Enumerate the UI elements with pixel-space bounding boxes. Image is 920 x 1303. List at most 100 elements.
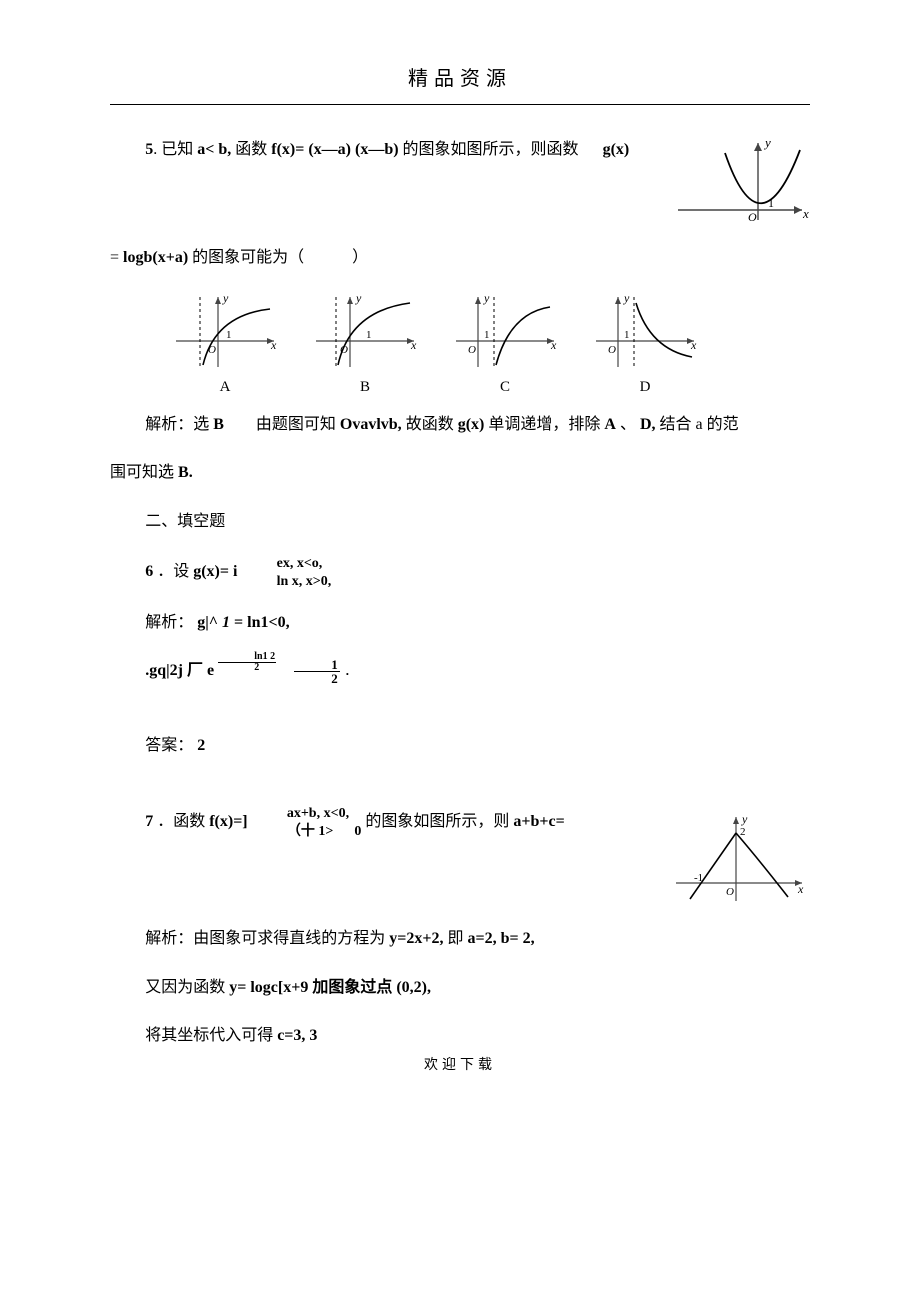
q7-piecewise: ax+b, x<0, （十 1> 0: [252, 805, 362, 840]
q7-stem: 7 ．函数 f(x)=] ax+b, x<0, （十 1> 0 的图象: [110, 805, 662, 840]
q5-ans-l2a: 围可知选: [110, 464, 178, 481]
q6-exp-num: ln1 2: [218, 652, 276, 663]
svg-text:y: y: [483, 291, 490, 305]
q6-answer-label: 答案：: [145, 737, 193, 754]
q5-ans-ex2: D,: [640, 416, 656, 433]
q5-choice-c: O 1 x y C: [450, 291, 560, 402]
q7-a-eq: a=2, b= 2,: [467, 930, 534, 947]
q7-c-eq: c=3, 3: [277, 1027, 317, 1044]
q5-ans-final: B.: [178, 464, 193, 481]
q6-answer: 答案： 2: [110, 731, 810, 761]
svg-text:O: O: [748, 210, 757, 224]
svg-text:x: x: [550, 338, 557, 352]
svg-text:x: x: [270, 338, 277, 352]
svg-text:-1: -1: [694, 872, 703, 884]
q7-tail: 的图象如图所示，则: [365, 813, 513, 830]
svg-text:x: x: [797, 882, 804, 896]
q5-text-b: 函数: [235, 141, 271, 158]
q5-ans-sep: 、: [620, 416, 636, 433]
q5-line2-fn: logb(x+a): [123, 249, 188, 266]
q6-case1: ex, x<o,: [241, 555, 331, 573]
q6-number: 6: [145, 563, 153, 580]
q6-eq-tail: .: [346, 663, 349, 678]
q6-exp-den: 2: [218, 663, 276, 673]
svg-text:O: O: [340, 344, 348, 356]
header-rule: [110, 104, 810, 105]
q6-s1b: 1: [222, 614, 230, 631]
section2-title: 二、填空题: [110, 507, 810, 537]
svg-text:1: 1: [624, 329, 630, 341]
svg-text:2: 2: [740, 826, 746, 838]
q5-analysis-line1: 解析：选 B 由题图可知 Ovavlvb, 故函数 g(x) 单调递增，排除 A…: [110, 410, 810, 440]
q5-line2-suffix: 的图象可能为（ ）: [192, 249, 368, 266]
svg-text:y: y: [763, 135, 771, 150]
q5-stem-line1: 5. 已知 a< b, 函数 f(x)= (x—a) (x—b) 的图象如图所示…: [110, 135, 660, 165]
q7-l3a: 又因为函数: [145, 979, 229, 996]
q7-case2-m: 1>: [318, 824, 333, 839]
q5-text-c: 的图象如图所示，则函数: [403, 141, 579, 158]
q5-choice-label-d: D: [590, 373, 700, 402]
q5-choice-label-b: B: [310, 373, 420, 402]
q6-piecewise: ex, x<o, ln x, x>0,: [241, 555, 331, 590]
q5-stem-line2: = logb(x+a) 的图象可能为（ ）: [110, 243, 810, 273]
q6-eq-frac: 1 2: [294, 658, 340, 686]
svg-text:x: x: [410, 338, 417, 352]
q5-row: 5. 已知 a< b, 函数 f(x)= (x—a) (x—b) 的图象如图所示…: [110, 135, 810, 225]
q5-choice-d: O 1 x y D: [590, 291, 700, 402]
svg-text:O: O: [208, 344, 216, 356]
q7-expr: a+b+c=: [513, 813, 564, 830]
q6-s1c: = ln1<0,: [234, 614, 290, 631]
q5-fn: f(x)= (x—a) (x—b): [271, 141, 398, 158]
q6-stem: 6 ．设 g(x)= i ex, x<o, ln x, x>0,: [110, 555, 810, 590]
q6-step2: .gq|2j 厂 e ln1 2 2 1 2 .: [110, 656, 810, 686]
q7-analysis-line2: 又因为函数 y= logc[x+9 加图象过点 (0,2),: [110, 973, 810, 1003]
svg-text:y: y: [741, 812, 748, 826]
svg-text:O: O: [726, 886, 734, 898]
q5-text-a: 已知: [161, 141, 197, 158]
q5-cond: a< b,: [197, 141, 231, 158]
q6-step1: 解析： g|^ 1 = ln1<0,: [110, 608, 810, 638]
q5-ans-b4: 结合 a 的范: [660, 416, 739, 433]
q7-graph: O 2 -1 x y: [670, 811, 810, 906]
q5-gx: g(x): [603, 141, 630, 158]
q5-choice-label-a: A: [170, 373, 280, 402]
q7-line-eq: y=2x+2,: [389, 930, 443, 947]
q5-ans-b3: 单调递增，排除: [488, 416, 604, 433]
q5-choice-label-c: C: [450, 373, 560, 402]
q5-number: 5: [145, 141, 153, 158]
q7-line-so: 即: [447, 930, 467, 947]
q6-analysis-label: 解析：: [145, 614, 193, 631]
q5-ans-b1: 由题图可知: [256, 416, 340, 433]
q6-fn-name: g(x)= i: [193, 563, 237, 580]
page-footer: 欢迎下载: [0, 1053, 920, 1080]
svg-text:O: O: [468, 344, 476, 356]
q5-line2-prefix: =: [110, 249, 123, 266]
q5-ans-gx: g(x): [458, 416, 485, 433]
q6-s2a: .gq|2j 厂: [145, 662, 207, 679]
svg-text:x: x: [802, 206, 809, 221]
svg-text:1: 1: [768, 196, 774, 210]
q6-lead: ．设: [157, 563, 193, 580]
q6-case2: ln x, x>0,: [241, 573, 331, 591]
q7-analysis-line3: 将其坐标代入可得 c=3, 3: [110, 1021, 810, 1051]
q5-ans-b2: 故函数: [406, 416, 458, 433]
q7-fn-name: f(x)=]: [209, 813, 247, 830]
q5-ans-choice: B: [213, 416, 224, 433]
q7-number: 7: [145, 813, 153, 830]
q7-pt: (0,2),: [396, 979, 431, 996]
page-title: 精品资源: [110, 60, 810, 98]
svg-text:x: x: [690, 338, 697, 352]
q6-s1a: g|^: [197, 614, 222, 631]
q5-analysis-line2: 围可知选 B.: [110, 458, 810, 488]
q5-ans-ex1: A: [604, 416, 616, 433]
svg-text:1: 1: [366, 329, 372, 341]
q5-choice-a: O 1 x y A: [170, 291, 280, 402]
svg-text:O: O: [608, 344, 616, 356]
q6-eq-den: 2: [294, 672, 340, 686]
q5-ans-ineq: Ovavlvb,: [340, 416, 402, 433]
q7-case1: ax+b, x<0,: [252, 805, 362, 823]
q7-case2-r: 0: [354, 824, 361, 839]
q5-given-graph: x y O 1: [670, 135, 810, 225]
svg-text:1: 1: [226, 329, 232, 341]
q7-analysis-line1: 解析：由图象可求得直线的方程为 y=2x+2, 即 a=2, b= 2,: [110, 924, 810, 954]
